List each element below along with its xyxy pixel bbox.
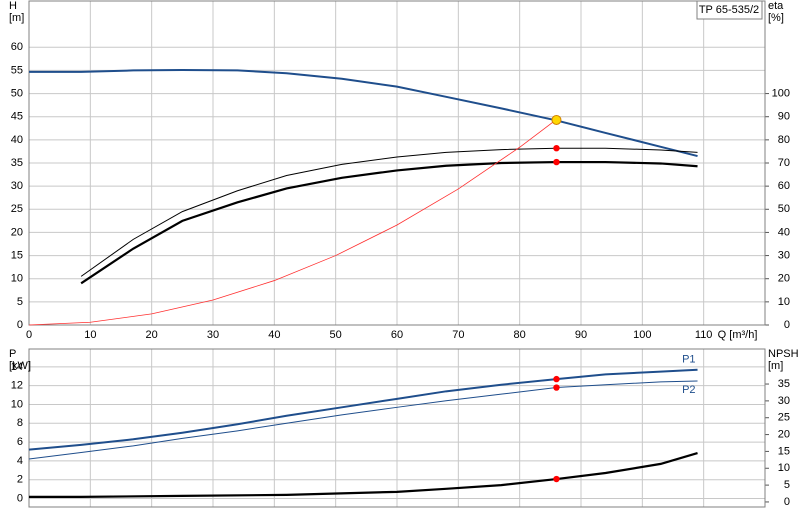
y2-axis-label: eta [768, 0, 784, 12]
y2-tick-label: 100 [772, 87, 790, 99]
y-tick-label: 4 [17, 455, 23, 467]
series-label: P1 [682, 354, 695, 366]
y-axis-unit: [m] [9, 12, 24, 24]
x-tick-label: 90 [575, 329, 587, 341]
y2-tick-label: 20 [778, 273, 790, 285]
x-tick-label: 20 [146, 329, 158, 341]
y2-tick-label: 15 [778, 445, 790, 457]
operating-point [553, 144, 560, 152]
y2-tick-label: 60 [778, 180, 790, 192]
curve [28, 380, 698, 460]
y-tick-label: 5 [17, 296, 23, 308]
y-tick-label: 8 [17, 417, 23, 429]
x-tick-label: 60 [391, 329, 403, 341]
operating-point [553, 384, 560, 391]
y-axis-label: P [9, 348, 16, 360]
y2-tick-label: 50 [778, 203, 790, 215]
x-tick-label: 100 [633, 329, 651, 341]
y-tick-label: 40 [11, 134, 23, 146]
y-tick-label: 14 [11, 361, 23, 373]
y-tick-label: 35 [11, 157, 23, 169]
y2-tick-label: 35 [778, 378, 790, 390]
operating-point [551, 114, 562, 125]
y-tick-label: 60 [11, 41, 23, 53]
operating-point [553, 158, 560, 166]
y-axis-label: H [9, 0, 17, 12]
y-tick-label: 15 [11, 249, 23, 261]
curve [28, 368, 698, 451]
y2-tick-label: 30 [778, 395, 790, 407]
x-axis-label: Q [m³/h] [718, 329, 758, 341]
y-tick-label: 2 [17, 474, 23, 486]
x-tick-label: 10 [84, 329, 96, 341]
curve [80, 147, 698, 277]
x-tick-label: 80 [514, 329, 526, 341]
y-axis-unit: [kW] [9, 360, 31, 372]
y2-axis-label: NPSH [768, 348, 799, 360]
y2-axis-unit: [m] [768, 360, 783, 372]
y-tick-label: 20 [11, 226, 23, 238]
x-tick-label: 50 [330, 329, 342, 341]
y-tick-label: 30 [11, 180, 23, 192]
y2-tick-label: 25 [778, 412, 790, 424]
y2-tick-label: 70 [778, 157, 790, 169]
y2-tick-label: 90 [778, 111, 790, 123]
y-tick-label: 10 [11, 398, 23, 410]
x-tick-label: 70 [452, 329, 464, 341]
x-tick-label: 110 [695, 329, 713, 341]
curve [29, 452, 698, 498]
y-tick-label: 50 [11, 87, 23, 99]
plot-frame [28, 348, 766, 508]
series-label: P2 [682, 384, 695, 396]
x-tick-label: 0 [26, 329, 32, 341]
y-tick-label: 10 [11, 273, 23, 285]
operating-point [553, 375, 560, 383]
y-tick-label: 55 [11, 64, 23, 76]
curve [28, 119, 557, 326]
y2-tick-label: 40 [778, 226, 790, 238]
y-tick-label: 45 [11, 111, 23, 123]
y-tick-label: 6 [17, 436, 23, 448]
y-tick-label: 0 [17, 319, 23, 331]
chart-title: TP 65-535/2 [699, 4, 759, 16]
y2-tick-label: 5 [784, 479, 790, 491]
title-box [696, 0, 763, 20]
y2-tick-label: 10 [778, 296, 790, 308]
y2-tick-label: 0 [784, 319, 790, 331]
y-tick-label: 0 [17, 492, 23, 504]
curve [80, 160, 698, 285]
y-tick-label: 12 [11, 380, 23, 392]
y2-tick-label: 0 [784, 496, 790, 508]
y2-tick-label: 20 [778, 428, 790, 440]
y2-tick-label: 30 [778, 249, 790, 261]
operating-point [553, 475, 560, 483]
x-tick-label: 40 [268, 329, 280, 341]
y2-tick-label: 10 [778, 462, 790, 474]
curve [29, 68, 698, 158]
y2-tick-label: 80 [778, 134, 790, 146]
x-tick-label: 30 [207, 329, 219, 341]
y2-axis-unit: [%] [768, 12, 784, 24]
plot-frame [28, 0, 766, 326]
y-tick-label: 25 [11, 203, 23, 215]
